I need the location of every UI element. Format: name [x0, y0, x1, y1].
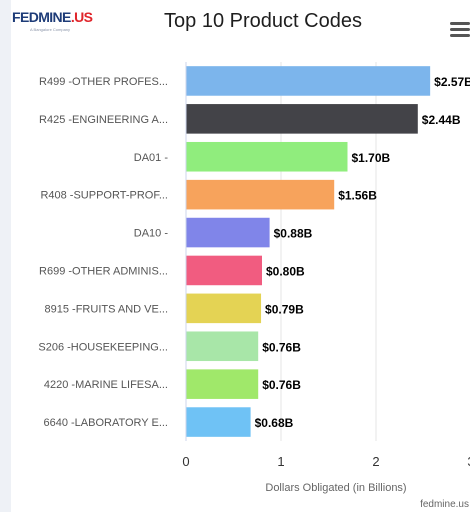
data-label: $0.68B [255, 416, 294, 430]
category-label: DA01 - [134, 152, 169, 164]
category-label: 4220 -MARINE LIFESA... [44, 379, 168, 391]
bar [186, 66, 431, 96]
bar [186, 255, 262, 286]
credits-link[interactable]: fedmine.us [420, 499, 469, 510]
data-label: $0.79B [265, 302, 304, 316]
bar [186, 104, 418, 134]
bar [186, 293, 262, 324]
fedmine-logo[interactable]: FEDMINE.US A Bangalore Company [12, 9, 102, 35]
bar [186, 331, 259, 362]
x-tick-label: 2 [372, 454, 379, 469]
data-label: $0.88B [274, 227, 313, 241]
x-axis-title: Dollars Obligated (in Billions) [265, 482, 406, 494]
left-edge-strip [0, 0, 11, 512]
category-label: S206 -HOUSEKEEPING... [38, 341, 168, 353]
x-tick-label: 3 [467, 454, 470, 469]
data-label: $0.80B [266, 264, 305, 278]
bar [186, 369, 259, 399]
data-label: $2.44B [422, 113, 461, 127]
category-label: R408 -SUPPORT-PROF... [40, 190, 168, 202]
bar [186, 179, 335, 210]
bar [186, 217, 270, 248]
category-label: DA10 - [134, 228, 169, 240]
chart-title: Top 10 Product Codes [164, 10, 362, 32]
data-label: $2.57B [434, 75, 470, 89]
bar [186, 407, 251, 437]
category-label: 6640 -LABORATORY E... [43, 417, 168, 429]
category-label: R425 -ENGINEERING A... [39, 114, 168, 126]
category-label: 8915 -FRUITS AND VE... [45, 303, 168, 315]
data-label: $1.56B [338, 189, 377, 203]
logo-text: FEDMINE.US [12, 9, 93, 25]
data-label: $1.70B [352, 151, 391, 165]
data-label: $0.76B [262, 378, 301, 392]
category-label: R699 -OTHER ADMINIS... [39, 265, 168, 277]
logo-tagline: A Bangalore Company [30, 27, 71, 32]
category-label: R499 -OTHER PROFES... [39, 76, 168, 88]
bar [186, 141, 348, 172]
x-tick-label: 0 [182, 454, 189, 469]
data-label: $0.76B [262, 340, 301, 354]
hamburger-menu-icon[interactable] [450, 22, 470, 40]
x-tick-label: 1 [277, 454, 284, 469]
